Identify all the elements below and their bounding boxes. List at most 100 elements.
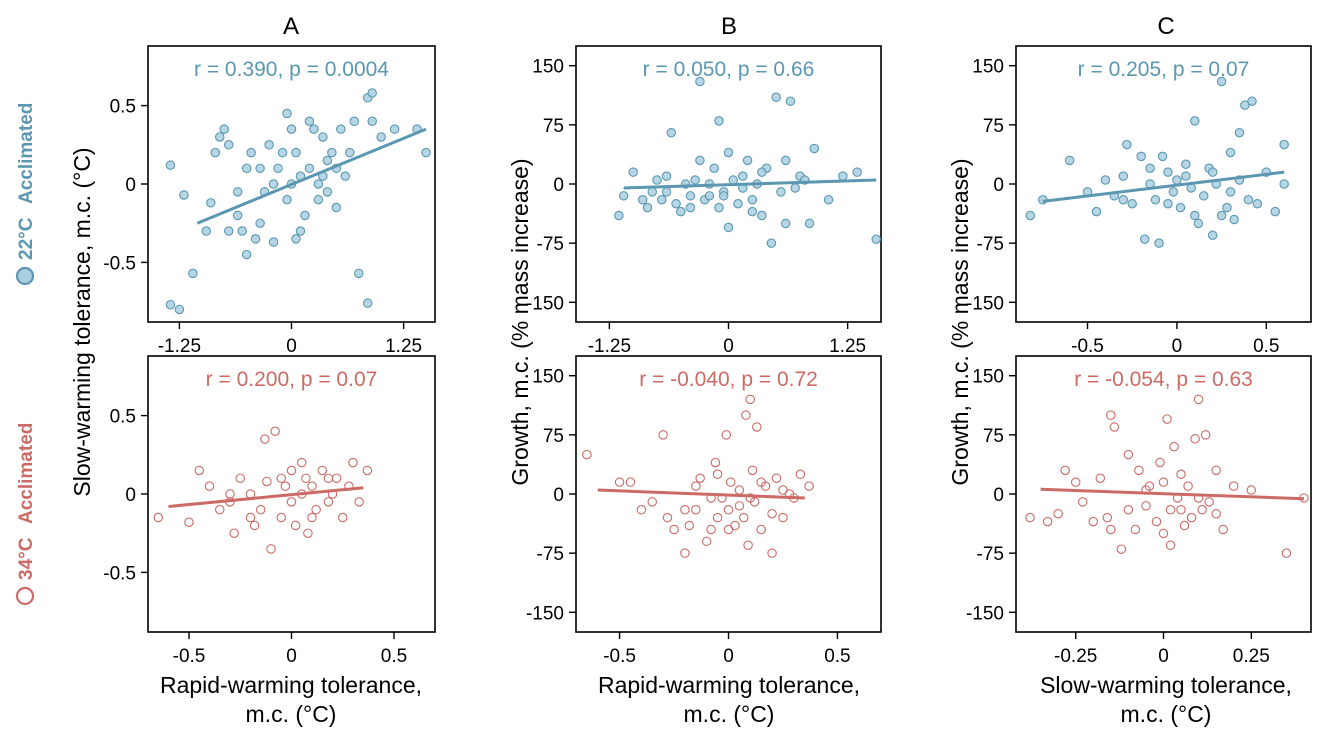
- data-point: [1181, 159, 1191, 170]
- data-point: [701, 536, 712, 547]
- data-point: [1163, 167, 1173, 177]
- y-tick-label: -150: [526, 293, 564, 314]
- data-point: [778, 485, 788, 495]
- data-point: [389, 124, 400, 134]
- column-title-a: A: [283, 13, 299, 40]
- data-point: [362, 465, 373, 476]
- row-label-22c: 22°C Acclimated: [15, 103, 37, 286]
- data-point: [291, 147, 301, 158]
- regression-line: [597, 488, 805, 500]
- y-tick-label: 0: [993, 485, 1004, 506]
- data-point: [303, 528, 313, 538]
- data-point: [1150, 195, 1161, 205]
- data-point: [795, 469, 806, 480]
- data-point: [340, 171, 351, 181]
- data-point: [1053, 508, 1063, 519]
- data-point: [742, 155, 753, 166]
- panel-C-34: -0.25 0 0.25 -150 -75 0 75 150 r = -0.054, p = 0…: [966, 355, 1312, 667]
- data-point: [1207, 230, 1218, 241]
- data-point: [223, 140, 234, 150]
- data-point: [733, 198, 743, 209]
- data-point: [215, 132, 225, 142]
- data-point: [225, 489, 235, 499]
- data-point: [1118, 171, 1129, 181]
- data-point: [614, 477, 625, 487]
- data-point: [188, 268, 198, 279]
- data-point: [680, 548, 690, 558]
- data-point: [871, 234, 881, 244]
- data-point: [1186, 512, 1197, 523]
- data-point: [322, 187, 333, 197]
- data-point: [1165, 540, 1176, 551]
- panel-A-34: -0.5 0 0.5 -0.5 0 0.5 r = 0.200, p = 0.07: [103, 355, 436, 667]
- data-point: [1211, 465, 1221, 476]
- data-point: [745, 493, 756, 503]
- regression-line: [623, 178, 877, 190]
- data-point: [1060, 465, 1070, 476]
- data-point: [618, 191, 629, 201]
- y-axis-label-b: Growth, m.c. (% mass increase): [507, 158, 533, 485]
- correlation-annotation: r = -0.054, p = 0.63: [1074, 368, 1253, 391]
- data-point: [671, 198, 681, 209]
- data-point: [304, 116, 315, 127]
- x-tick-label: -0.5: [173, 646, 206, 667]
- y-tick-label: 150: [532, 367, 564, 388]
- data-point: [1106, 524, 1116, 535]
- x-tick-label: 1.25: [385, 336, 422, 357]
- data-point: [614, 210, 624, 221]
- y-tick-label: 0: [553, 485, 564, 506]
- y-tick-label: 150: [972, 57, 1004, 78]
- data-point: [1118, 195, 1129, 205]
- data-point: [780, 218, 791, 229]
- y-tick-label: -75: [537, 234, 564, 255]
- data-point: [1197, 505, 1207, 515]
- data-point: [273, 163, 283, 174]
- data-point: [1141, 501, 1151, 511]
- data-point: [684, 520, 695, 531]
- y-tick-label: 0: [553, 175, 564, 196]
- data-point: [709, 163, 719, 173]
- data-point: [1207, 167, 1218, 177]
- data-point: [1200, 430, 1211, 440]
- data-point: [767, 508, 777, 519]
- data-point: [210, 147, 221, 158]
- data-point: [757, 167, 767, 177]
- x-axis-label-c-line2: m.c. (°C): [1121, 701, 1212, 727]
- data-point: [1181, 171, 1191, 181]
- data-point: [778, 512, 788, 523]
- x-axis-label-b-line1: Rapid-warming tolerance,: [598, 672, 860, 698]
- data-point: [695, 155, 705, 166]
- data-point: [255, 218, 265, 228]
- data-point: [1218, 524, 1228, 535]
- x-tick-label: 1.25: [829, 336, 866, 357]
- data-point: [745, 394, 756, 405]
- scatter-panels: -1.25 0 1.25-0.500.5r = 0.390, p = 0.0004-…: [103, 45, 1312, 667]
- data-point: [852, 167, 862, 177]
- data-point: [300, 210, 310, 221]
- x-tick-label: 0: [723, 646, 734, 667]
- data-point: [1139, 234, 1150, 244]
- y-tick-label: 75: [983, 116, 1004, 137]
- data-point: [695, 473, 705, 483]
- x-tick-label: 0.5: [1253, 336, 1279, 357]
- data-point: [757, 210, 767, 221]
- data-point: [690, 175, 700, 185]
- row-label-34c-word: Acclimated: [16, 423, 37, 524]
- data-point: [1279, 179, 1289, 189]
- data-point: [666, 127, 677, 138]
- data-point: [723, 222, 734, 233]
- data-point: [714, 202, 724, 213]
- data-point: [327, 147, 337, 158]
- data-point: [1183, 481, 1193, 491]
- data-point: [296, 457, 307, 468]
- data-point: [262, 476, 272, 487]
- data-point: [747, 465, 758, 476]
- data-point: [255, 504, 266, 515]
- data-point: [268, 179, 279, 189]
- data-point: [669, 524, 679, 535]
- data-point: [1042, 516, 1053, 527]
- data-point: [349, 116, 360, 127]
- data-point: [241, 249, 252, 260]
- data-point: [704, 191, 715, 201]
- data-point: [780, 155, 791, 166]
